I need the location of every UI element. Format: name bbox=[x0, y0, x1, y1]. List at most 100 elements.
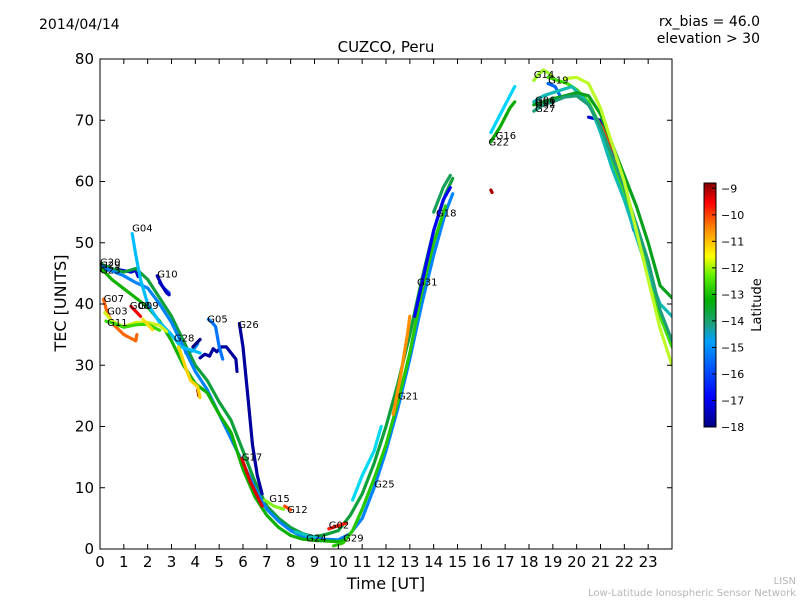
colorbar: −9 −10 −11 −12 −13 −14 −15 −16 −17 −18 Latitude bbox=[703, 182, 765, 434]
colorbar-tick-label: −15 bbox=[721, 341, 744, 354]
satellite-label: G12 bbox=[287, 505, 307, 516]
y-tick-label: 10 bbox=[75, 479, 94, 497]
series-g20 bbox=[100, 176, 455, 539]
x-tick-label: 20 bbox=[567, 553, 586, 571]
satellite-label: G26 bbox=[238, 320, 258, 331]
x-tick-label: 21 bbox=[591, 553, 610, 571]
y-tick-label: 20 bbox=[75, 418, 94, 436]
colorbar-tick-label: −13 bbox=[721, 288, 744, 301]
satellite-label: G31 bbox=[417, 278, 437, 289]
satellite-label: G25 bbox=[374, 480, 394, 491]
x-tick-label: 6 bbox=[238, 553, 248, 571]
x-tick-label: 0 bbox=[95, 553, 105, 571]
series-g24 bbox=[293, 530, 317, 539]
series-g08 bbox=[129, 304, 143, 318]
satellite-label: G06 bbox=[535, 96, 555, 107]
x-tick-label: 18 bbox=[519, 553, 538, 571]
x-tick-label: 9 bbox=[310, 553, 320, 571]
satellite-label: G07 bbox=[104, 294, 124, 305]
colorbar-tick-label: −11 bbox=[721, 235, 744, 248]
satellite-label: G09 bbox=[138, 301, 158, 312]
series-g13 bbox=[351, 424, 383, 502]
y-tick-label: 60 bbox=[75, 173, 94, 191]
series-g17 bbox=[240, 456, 264, 508]
x-axis-label: Time [UT] bbox=[346, 574, 425, 593]
colorbar-tick-label: −18 bbox=[721, 421, 744, 434]
series-g14 bbox=[532, 68, 557, 82]
series-g27 bbox=[532, 94, 672, 343]
satellite-label: G17 bbox=[242, 453, 262, 464]
x-tick-label: 23 bbox=[639, 553, 658, 571]
satellite-label: G22 bbox=[488, 137, 508, 148]
rx-bias-label: rx_bias = 46.0 bbox=[658, 14, 760, 30]
y-axis-label: TEC [UNITS] bbox=[51, 255, 70, 353]
y-tick-label: 50 bbox=[75, 234, 94, 252]
satellite-label: G02 bbox=[329, 521, 349, 532]
track-fragment-2 bbox=[198, 345, 239, 373]
satellite-label: G11 bbox=[107, 318, 127, 329]
satellite-label: G29 bbox=[343, 534, 363, 545]
track-fragment-9 bbox=[546, 81, 562, 98]
y-tick-label: 80 bbox=[75, 50, 94, 68]
series-g03 bbox=[103, 311, 169, 334]
satellite-label: G16 bbox=[496, 131, 516, 142]
series-g10 bbox=[155, 274, 171, 297]
colorbar-tick-label: −10 bbox=[721, 209, 744, 222]
plot-area: G20G29G23G04G10G07G03G11G08G09G28G05G26G… bbox=[100, 68, 672, 548]
satellite-label: G21 bbox=[398, 391, 418, 402]
parameters-box: rx_bias = 46.0 elevation > 30 bbox=[657, 14, 760, 48]
colorbar-tick-label: −9 bbox=[721, 182, 737, 195]
series-g16 bbox=[489, 85, 517, 135]
y-tick-label: 40 bbox=[75, 295, 94, 313]
series-g09 bbox=[141, 317, 154, 332]
x-tick-label: 14 bbox=[424, 553, 443, 571]
series-g12 bbox=[283, 504, 293, 512]
elevation-label: elevation > 30 bbox=[656, 31, 760, 47]
series-layer bbox=[100, 68, 672, 548]
chart-title: CUZCO, Peru bbox=[338, 38, 435, 56]
series-g29 bbox=[100, 192, 455, 542]
satellite-label: G14 bbox=[534, 70, 554, 81]
satellite-label: G19 bbox=[548, 75, 568, 86]
series-g18 bbox=[432, 173, 452, 214]
y-tick-label: 70 bbox=[75, 111, 94, 129]
x-tick-label: 5 bbox=[214, 553, 224, 571]
x-tick-label: 7 bbox=[262, 553, 272, 571]
colorbar-tick-label: −12 bbox=[721, 262, 744, 275]
series-g23 bbox=[100, 265, 348, 544]
satellite-label: G10 bbox=[157, 270, 177, 281]
track-fragment-6 bbox=[489, 188, 494, 195]
footer-org-short: LISN bbox=[773, 576, 796, 587]
satellite-label: G32 bbox=[535, 99, 555, 110]
x-tick-label: 4 bbox=[191, 553, 201, 571]
x-tick-label: 12 bbox=[376, 553, 395, 571]
colorbar-tick-label: −16 bbox=[721, 368, 744, 381]
y-tick-label: 30 bbox=[75, 356, 94, 374]
satellite-label: G03 bbox=[107, 306, 127, 317]
satellite-label: G04 bbox=[132, 224, 152, 235]
x-tick-label: 22 bbox=[615, 553, 634, 571]
series-g07 bbox=[102, 297, 139, 343]
satellite-label: G24 bbox=[306, 534, 326, 545]
x-tick-label: 19 bbox=[543, 553, 562, 571]
x-tick-label: 3 bbox=[167, 553, 177, 571]
colorbar-tick-label: −14 bbox=[721, 315, 744, 328]
satellite-label: G08 bbox=[130, 301, 150, 312]
x-tick-label: 1 bbox=[119, 553, 129, 571]
series-g26 bbox=[237, 322, 264, 496]
x-tick-label: 8 bbox=[286, 553, 296, 571]
series-g21 bbox=[391, 314, 412, 416]
satellite-label: G23 bbox=[100, 265, 120, 276]
satellite-label: G01 bbox=[535, 97, 555, 108]
series-g05 bbox=[206, 317, 225, 361]
satellite-label: G29 bbox=[100, 260, 120, 271]
series-g28 bbox=[177, 345, 202, 400]
x-tick-label: 17 bbox=[496, 553, 515, 571]
series-g15 bbox=[262, 498, 286, 511]
axes: 0 1 2 3 4 5 6 7 8 9 10 11 12 13 14 15 16 17 18 19 20 21 22 2301… bbox=[75, 50, 673, 571]
x-tick-label: 11 bbox=[353, 553, 372, 571]
x-tick-label: 2 bbox=[143, 553, 153, 571]
y-tick-label: 0 bbox=[84, 540, 94, 558]
series-g06 bbox=[563, 75, 672, 367]
